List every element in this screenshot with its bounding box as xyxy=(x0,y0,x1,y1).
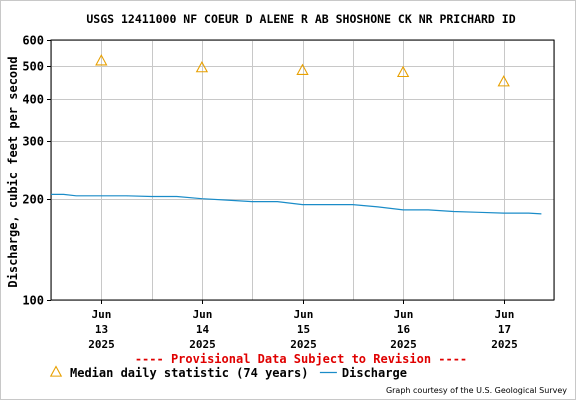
x-tick-label: 2025 xyxy=(491,338,518,351)
x-tick-label: 2025 xyxy=(390,338,417,351)
y-tick-label: 300 xyxy=(22,135,44,149)
y-tick-label: 500 xyxy=(22,60,44,74)
x-axis-ticks: Jun 13 2025 Jun 14 2025 Jun 15 2025 Jun 16 2025 Jun 1… xyxy=(88,300,518,351)
y-tick-label: 400 xyxy=(22,93,44,107)
x-tick-label: 13 xyxy=(95,323,108,336)
y-axis-label: Discharge, cubic feet per second xyxy=(6,56,20,287)
x-tick-label: Jun xyxy=(495,308,515,321)
x-tick-label: Jun xyxy=(193,308,213,321)
y-tick-label: 100 xyxy=(22,294,44,308)
legend-median-label: Median daily statistic (74 years) xyxy=(70,366,308,380)
x-tick-label: Jun xyxy=(294,308,314,321)
x-tick-label: 2025 xyxy=(189,338,216,351)
median-marker xyxy=(95,54,108,66)
series-layer xyxy=(51,54,542,215)
x-tick-label: 2025 xyxy=(290,338,317,351)
x-tick-label: 2025 xyxy=(88,338,115,351)
median-marker xyxy=(195,60,209,73)
y-tick-label: 600 xyxy=(22,34,44,48)
x-tick-label: 17 xyxy=(498,323,511,336)
credit-text: Graph courtesy of the U.S. Geological Su… xyxy=(386,386,567,395)
median-marker xyxy=(296,63,309,75)
median-marker xyxy=(396,65,410,78)
plot-area-frame xyxy=(50,39,555,301)
median-marker xyxy=(497,75,510,87)
x-tick-label: Jun xyxy=(394,308,414,321)
chart-title: USGS 12411000 NF COEUR D ALENE R AB SHOS… xyxy=(86,12,515,26)
x-tick-label: 15 xyxy=(297,323,310,336)
discharge-line xyxy=(51,193,542,215)
legend-discharge-label: Discharge xyxy=(342,366,407,380)
x-tick-label: 16 xyxy=(397,323,411,336)
provisional-notice: ---- Provisional Data Subject to Revisio… xyxy=(135,352,467,366)
x-tick-label: 14 xyxy=(196,323,210,336)
y-tick-label: 200 xyxy=(22,193,44,207)
legend: Median daily statistic (74 years) Dischar… xyxy=(49,365,407,380)
x-tick-label: Jun xyxy=(92,308,112,321)
legend-median-symbol xyxy=(49,365,63,377)
y-axis-ticks: 100 200 300 400 500 600 xyxy=(22,34,51,308)
